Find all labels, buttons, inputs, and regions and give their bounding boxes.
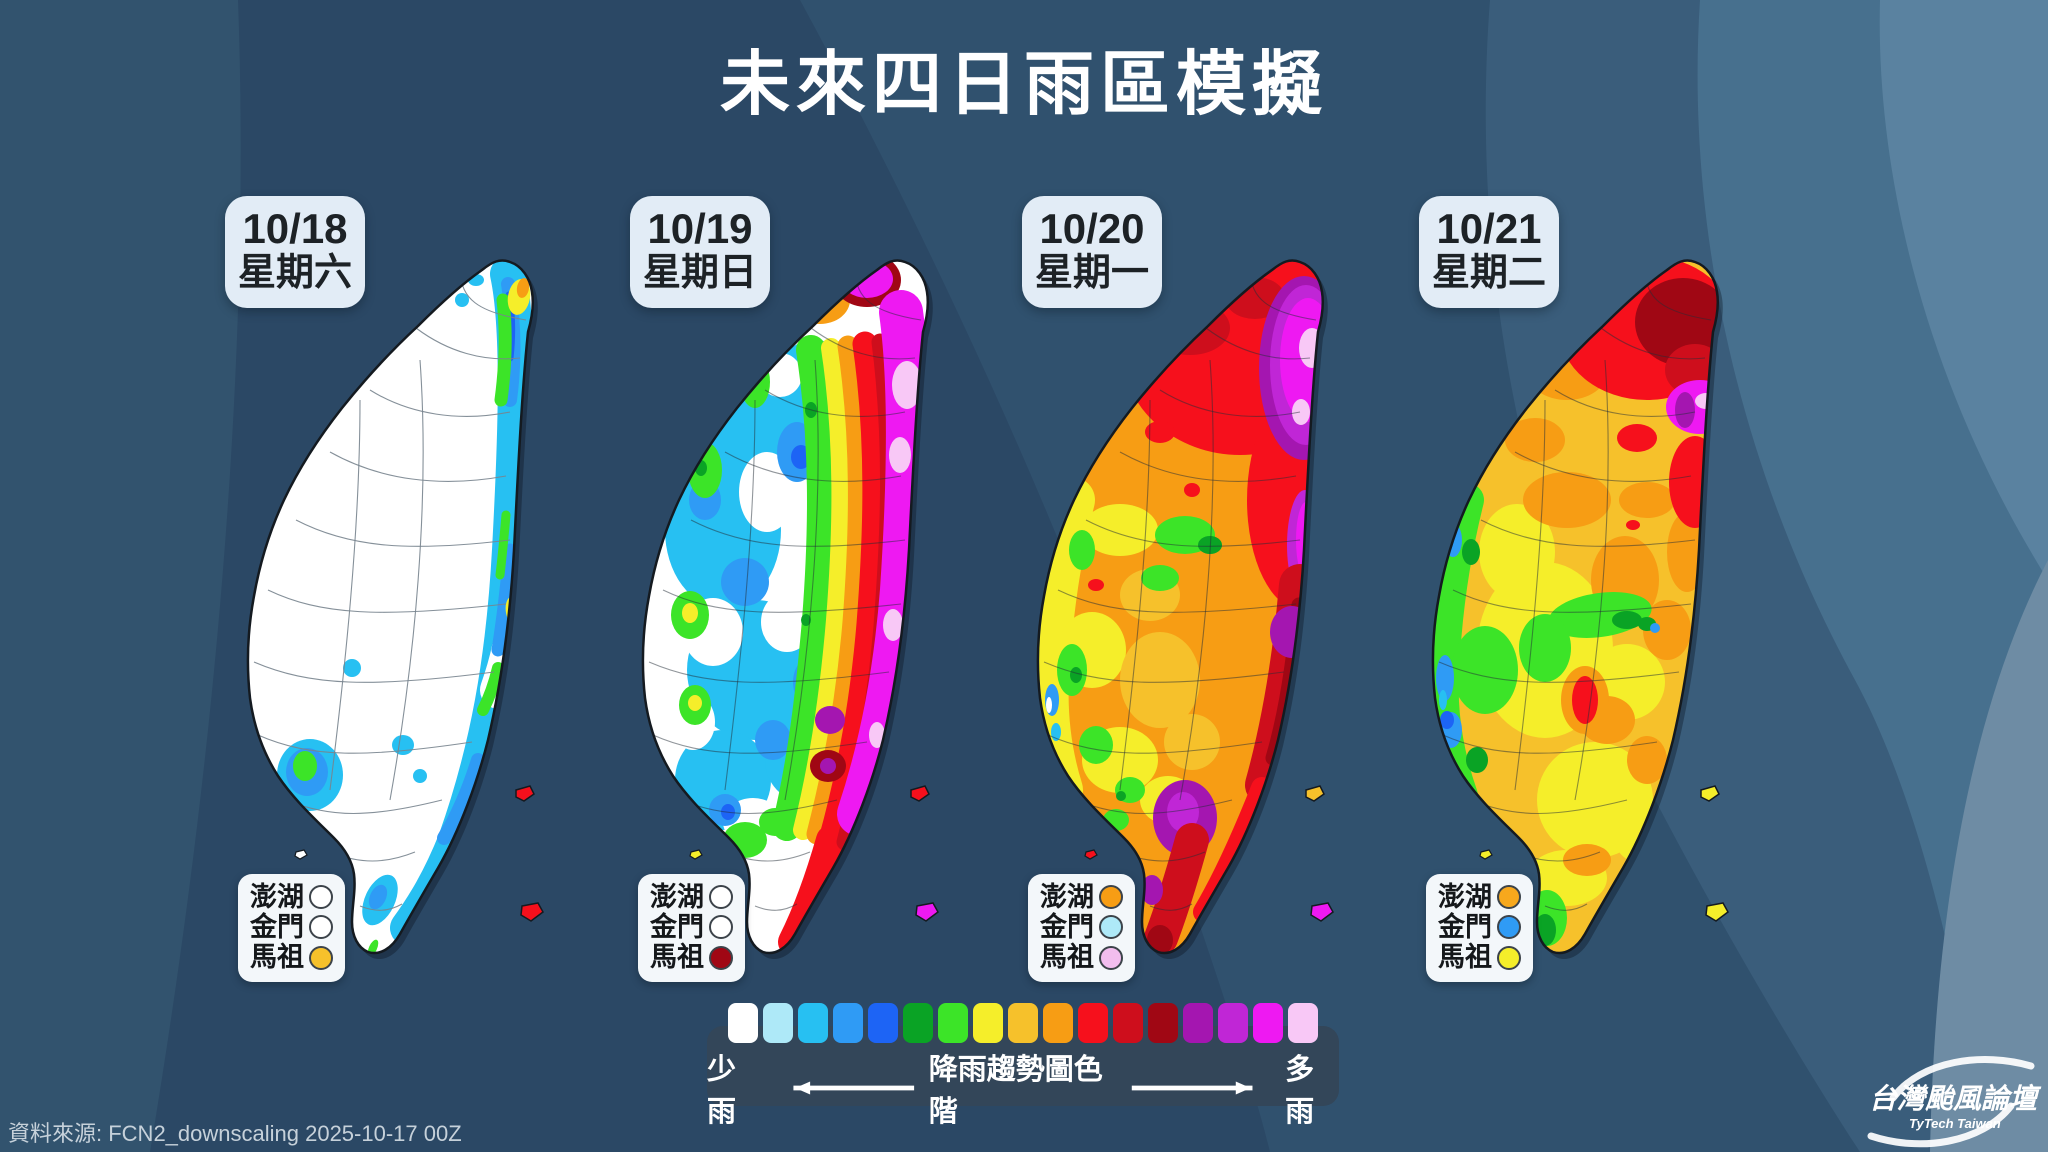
colorbar-swatch xyxy=(1288,1002,1318,1043)
island-rain-dot xyxy=(1099,945,1123,970)
island-name: 金門 xyxy=(650,912,704,943)
island-legend-row: 澎湖 xyxy=(650,882,733,912)
island-rain-dot xyxy=(309,915,333,940)
date-label: 10/18 xyxy=(242,205,348,252)
date-label: 10/21 xyxy=(1436,205,1542,252)
weekday-label: 星期二 xyxy=(1431,252,1546,295)
island-legend-row: 金門 xyxy=(1040,912,1123,942)
island-legend-row: 澎湖 xyxy=(1040,882,1123,912)
island-rain-dot xyxy=(1099,915,1123,940)
island-rain-dot xyxy=(1497,945,1521,970)
date-label: 10/19 xyxy=(647,205,753,252)
date-box-1021: 10/21 星期二 xyxy=(1419,196,1559,308)
island-legend-row: 澎湖 xyxy=(250,882,333,912)
island-legend-row: 金門 xyxy=(650,912,733,942)
island-name: 金門 xyxy=(250,912,304,943)
island-legend-1019: 澎湖 金門 馬祖 xyxy=(638,874,745,982)
island-legend-1018: 澎湖 金門 馬祖 xyxy=(238,874,345,982)
colorbar-swatch xyxy=(1183,1002,1213,1043)
island-legend-row: 馬祖 xyxy=(250,942,333,972)
island-rain-dot xyxy=(1497,915,1521,940)
colorbar-swatch xyxy=(728,1002,758,1043)
island-name: 澎湖 xyxy=(1040,882,1094,912)
data-source-note: 資料來源: FCN2_downscaling 2025-10-17 00Z xyxy=(8,1121,462,1146)
island-name: 馬祖 xyxy=(250,942,304,973)
tytech-taiwan-logo: 台灣颱風論壇 TyTech Taiwan xyxy=(1867,1056,2042,1148)
colorbar-swatch xyxy=(798,1002,828,1043)
colorbar-label-center: 降雨趨勢圖色階 xyxy=(928,1053,1103,1128)
typhoon-swirl-icon xyxy=(1889,1056,2035,1102)
island-rain-dot xyxy=(709,915,733,940)
colorbar-label-more: 多雨 xyxy=(1285,1053,1315,1128)
island-rain-dot xyxy=(309,945,333,970)
island-name: 馬祖 xyxy=(1438,942,1492,973)
island-rain-dot xyxy=(709,885,733,910)
island-name: 澎湖 xyxy=(250,882,304,912)
colorbar-swatch xyxy=(1008,1002,1038,1043)
island-name: 澎湖 xyxy=(650,882,704,912)
island-rain-dot xyxy=(309,885,333,910)
island-legend-1020: 澎湖 金門 馬祖 xyxy=(1028,874,1135,982)
weekday-label: 星期六 xyxy=(237,252,352,295)
logo-title: 台灣颱風論壇 xyxy=(1869,1083,2042,1114)
page-title: 未來四日雨區模擬 xyxy=(720,45,1328,123)
island-name: 澎湖 xyxy=(1438,882,1492,912)
weekday-label: 星期日 xyxy=(642,252,757,295)
island-legend-row: 馬祖 xyxy=(1040,942,1123,972)
rain-map-1020 xyxy=(1000,200,1340,1000)
rain-map-1019 xyxy=(605,200,945,1000)
colorbar-swatch xyxy=(763,1002,793,1043)
colorbar-swatch xyxy=(1253,1002,1283,1043)
island-name: 馬祖 xyxy=(650,942,704,973)
colorbar-caption: 少雨 降雨趨勢圖色階 多雨 xyxy=(707,1046,1339,1130)
colorbar-swatch xyxy=(938,1002,968,1043)
colorbar-swatch xyxy=(1218,1002,1248,1043)
colorbar-swatches xyxy=(728,1002,1318,1043)
date-box-1018: 10/18 星期六 xyxy=(225,196,365,308)
colorbar-swatch xyxy=(868,1002,898,1043)
logo-subtitle: TyTech Taiwan xyxy=(1909,1116,2001,1131)
island-name: 金門 xyxy=(1040,912,1094,943)
island-legend-row: 澎湖 xyxy=(1438,882,1521,912)
arrow-right-icon xyxy=(1132,1081,1253,1094)
island-rain-dot xyxy=(1497,885,1521,910)
typhoon-swirl-icon xyxy=(1867,1102,2015,1148)
island-legend-row: 馬祖 xyxy=(650,942,733,972)
date-box-1019: 10/19 星期日 xyxy=(630,196,770,308)
island-legend-row: 金門 xyxy=(1438,912,1521,942)
rain-map-1021 xyxy=(1395,200,1735,1000)
island-legend-1021: 澎湖 金門 馬祖 xyxy=(1426,874,1533,982)
island-rain-dot xyxy=(1099,885,1123,910)
island-legend-row: 馬祖 xyxy=(1438,942,1521,972)
colorbar-swatch xyxy=(1148,1002,1178,1043)
arrow-left-icon xyxy=(793,1081,914,1094)
date-label: 10/20 xyxy=(1039,205,1145,252)
colorbar-swatch xyxy=(1078,1002,1108,1043)
colorbar-swatch xyxy=(833,1002,863,1043)
island-legend-row: 金門 xyxy=(250,912,333,942)
colorbar-swatch xyxy=(1043,1002,1073,1043)
colorbar-label-less: 少雨 xyxy=(707,1053,737,1128)
date-box-1020: 10/20 星期一 xyxy=(1022,196,1162,308)
colorbar-swatch xyxy=(903,1002,933,1043)
rain-colorbar: 少雨 降雨趨勢圖色階 多雨 xyxy=(707,1002,1339,1128)
rain-map-1018 xyxy=(210,200,550,1000)
colorbar-swatch xyxy=(973,1002,1003,1043)
island-name: 馬祖 xyxy=(1040,942,1094,973)
island-rain-dot xyxy=(709,945,733,970)
island-name: 金門 xyxy=(1438,912,1492,943)
weekday-label: 星期一 xyxy=(1034,252,1149,295)
colorbar-swatch xyxy=(1113,1002,1143,1043)
